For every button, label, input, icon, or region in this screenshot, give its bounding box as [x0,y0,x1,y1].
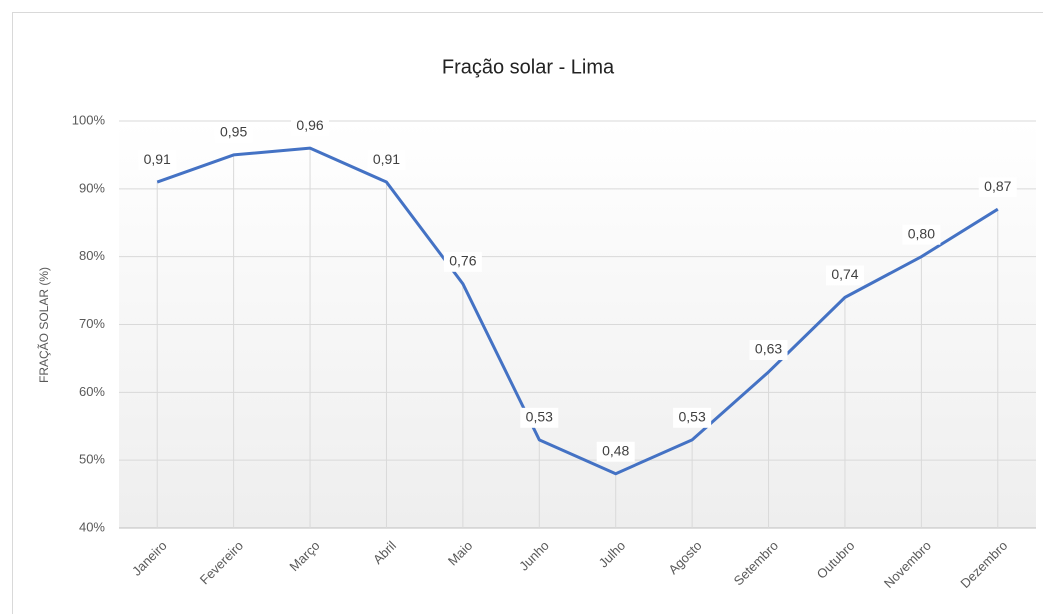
y-tick-label: 60% [79,384,105,399]
data-label: 0,87 [984,178,1011,194]
data-label-bg [520,407,559,428]
data-label: 0,96 [296,117,323,133]
data-label-bg [749,339,788,360]
y-tick-label: 40% [79,519,105,534]
data-label-bg [138,150,177,171]
data-label: 0,91 [144,151,171,167]
data-label: 0,76 [449,253,476,269]
chart-title: Fração solar - Lima [442,56,615,78]
data-label-bg [291,116,330,137]
y-tick-label: 100% [72,112,106,127]
data-label: 0,63 [755,341,782,357]
data-label-bg [825,265,864,286]
data-label-bg [902,224,941,245]
data-label: 0,53 [679,409,706,425]
data-label: 0,80 [908,225,935,241]
data-label: 0,53 [526,409,553,425]
y-tick-label: 80% [79,248,105,263]
data-label: 0,91 [373,151,400,167]
data-label: 0,95 [220,124,247,140]
data-label-bg [596,441,635,462]
y-tick-label: 90% [79,180,105,195]
data-label-bg [978,177,1017,198]
data-label-bg [673,407,712,428]
data-label-bg [367,150,406,171]
data-label-bg [214,122,253,143]
y-tick-label: 70% [79,316,105,331]
y-axis-label: FRAÇÃO SOLAR (%) [37,267,51,383]
data-label: 0,48 [602,442,629,458]
y-tick-label: 50% [79,452,105,467]
series-line [156,146,999,476]
data-label-bg [443,251,482,272]
data-label: 0,74 [831,266,858,282]
